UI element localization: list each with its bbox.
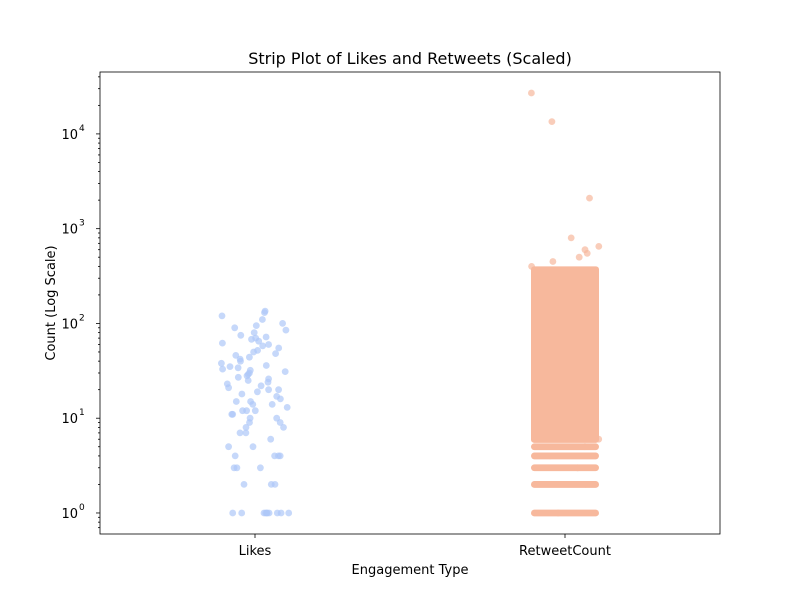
data-point-likes	[251, 407, 259, 415]
data-point-band	[531, 481, 599, 488]
data-point-likes	[246, 353, 253, 361]
data-point-likes	[281, 368, 289, 375]
data-point-likes	[285, 509, 293, 517]
data-point-likes	[273, 509, 281, 517]
data-point-retweetcount	[595, 243, 603, 250]
data-point-likes	[275, 344, 283, 352]
y-tick-exponent: 4	[79, 124, 85, 134]
data-point-band	[531, 464, 599, 472]
data-point-likes	[233, 464, 241, 472]
y-tick-label: 10	[61, 412, 78, 427]
data-point-likes	[226, 363, 234, 370]
data-point-likes	[272, 350, 279, 357]
y-tick-exponent: 0	[79, 503, 85, 513]
data-point-likes	[237, 331, 245, 339]
data-point-likes	[259, 316, 266, 323]
data-point-likes	[225, 443, 233, 451]
data-point-likes	[231, 452, 239, 460]
data-point-likes	[218, 312, 226, 320]
data-point-likes	[265, 386, 272, 394]
x-axis-ticks: Likes RetweetCount	[239, 534, 611, 559]
data-point-retweetcount	[567, 234, 575, 242]
x-tick-label-retweetcount: RetweetCount	[519, 544, 611, 559]
data-point-likes	[257, 464, 264, 472]
data-point-likes	[252, 334, 260, 342]
data-point-likes	[254, 347, 261, 354]
y-tick-label: 10	[61, 128, 78, 143]
data-point-retweetcount	[528, 89, 535, 97]
data-point-likes	[273, 414, 281, 422]
data-point-likes	[246, 414, 254, 422]
data-point-likes	[219, 365, 227, 373]
x-axis-label: Engagement Type	[352, 563, 469, 578]
data-point-likes	[267, 435, 275, 443]
data-point-likes	[257, 382, 265, 390]
data-point-likes	[280, 424, 287, 431]
data-point-likes	[259, 342, 267, 350]
data-point-likes	[231, 324, 239, 332]
data-point-likes	[268, 401, 276, 408]
data-point-likes	[283, 404, 291, 411]
data-point-likes	[279, 320, 286, 327]
data-point-likes	[249, 443, 257, 451]
data-point-band	[531, 509, 599, 517]
data-point-likes	[262, 362, 270, 369]
y-tick-exponent: 1	[79, 408, 85, 418]
data-point-likes	[218, 359, 225, 367]
data-point-likes	[250, 329, 258, 336]
data-point-retweetcount	[581, 246, 589, 254]
x-tick-label-likes: Likes	[239, 544, 272, 559]
data-point-likes	[265, 509, 273, 517]
data-point-likes	[247, 398, 255, 405]
data-point-likes	[275, 452, 282, 460]
data-point-likes	[238, 390, 246, 398]
data-point-likes	[275, 386, 282, 394]
y-tick-label: 10	[61, 317, 78, 332]
data-point-band	[531, 443, 599, 451]
data-point-likes	[265, 341, 272, 348]
y-tick-exponent: 2	[79, 313, 85, 323]
data-point-retweetcount	[586, 194, 593, 202]
y-tick-label: 10	[61, 223, 78, 238]
data-point-likes	[262, 333, 270, 341]
data-point-likes	[223, 380, 231, 388]
data-point-retweetcount	[549, 258, 557, 265]
data-point-likes	[246, 366, 254, 374]
data-point-likes	[234, 373, 242, 381]
data-point-likes	[242, 429, 250, 437]
data-point-likes	[232, 352, 240, 359]
data-point-retweetcount	[575, 253, 583, 261]
data-point-likes	[238, 509, 246, 517]
data-point-likes	[282, 326, 290, 334]
data-point-dense-region	[531, 266, 599, 443]
data-point-likes	[271, 481, 279, 488]
data-point-likes	[243, 407, 251, 415]
data-point-likes	[228, 410, 236, 418]
data-point-likes	[242, 424, 250, 431]
y-tick-exponent: 3	[79, 219, 85, 229]
data-points	[218, 89, 603, 517]
data-point-likes	[234, 364, 242, 372]
data-point-retweetcount	[548, 118, 556, 125]
data-point-likes	[232, 398, 240, 405]
chart-title: Strip Plot of Likes and Retweets (Scaled…	[248, 49, 572, 68]
data-point-likes	[265, 375, 272, 383]
data-point-likes	[252, 322, 260, 329]
data-point-likes	[273, 393, 281, 400]
data-point-likes	[240, 481, 248, 488]
data-point-band	[531, 452, 599, 460]
data-point-likes	[229, 509, 237, 517]
data-point-likes	[254, 388, 261, 396]
plot-area-frame	[99, 71, 721, 535]
data-point-likes	[261, 307, 269, 315]
y-axis-label: Count (Log Scale)	[44, 245, 59, 360]
data-point-likes	[236, 429, 244, 437]
y-tick-label: 10	[61, 507, 78, 522]
data-point-likes	[219, 339, 226, 347]
